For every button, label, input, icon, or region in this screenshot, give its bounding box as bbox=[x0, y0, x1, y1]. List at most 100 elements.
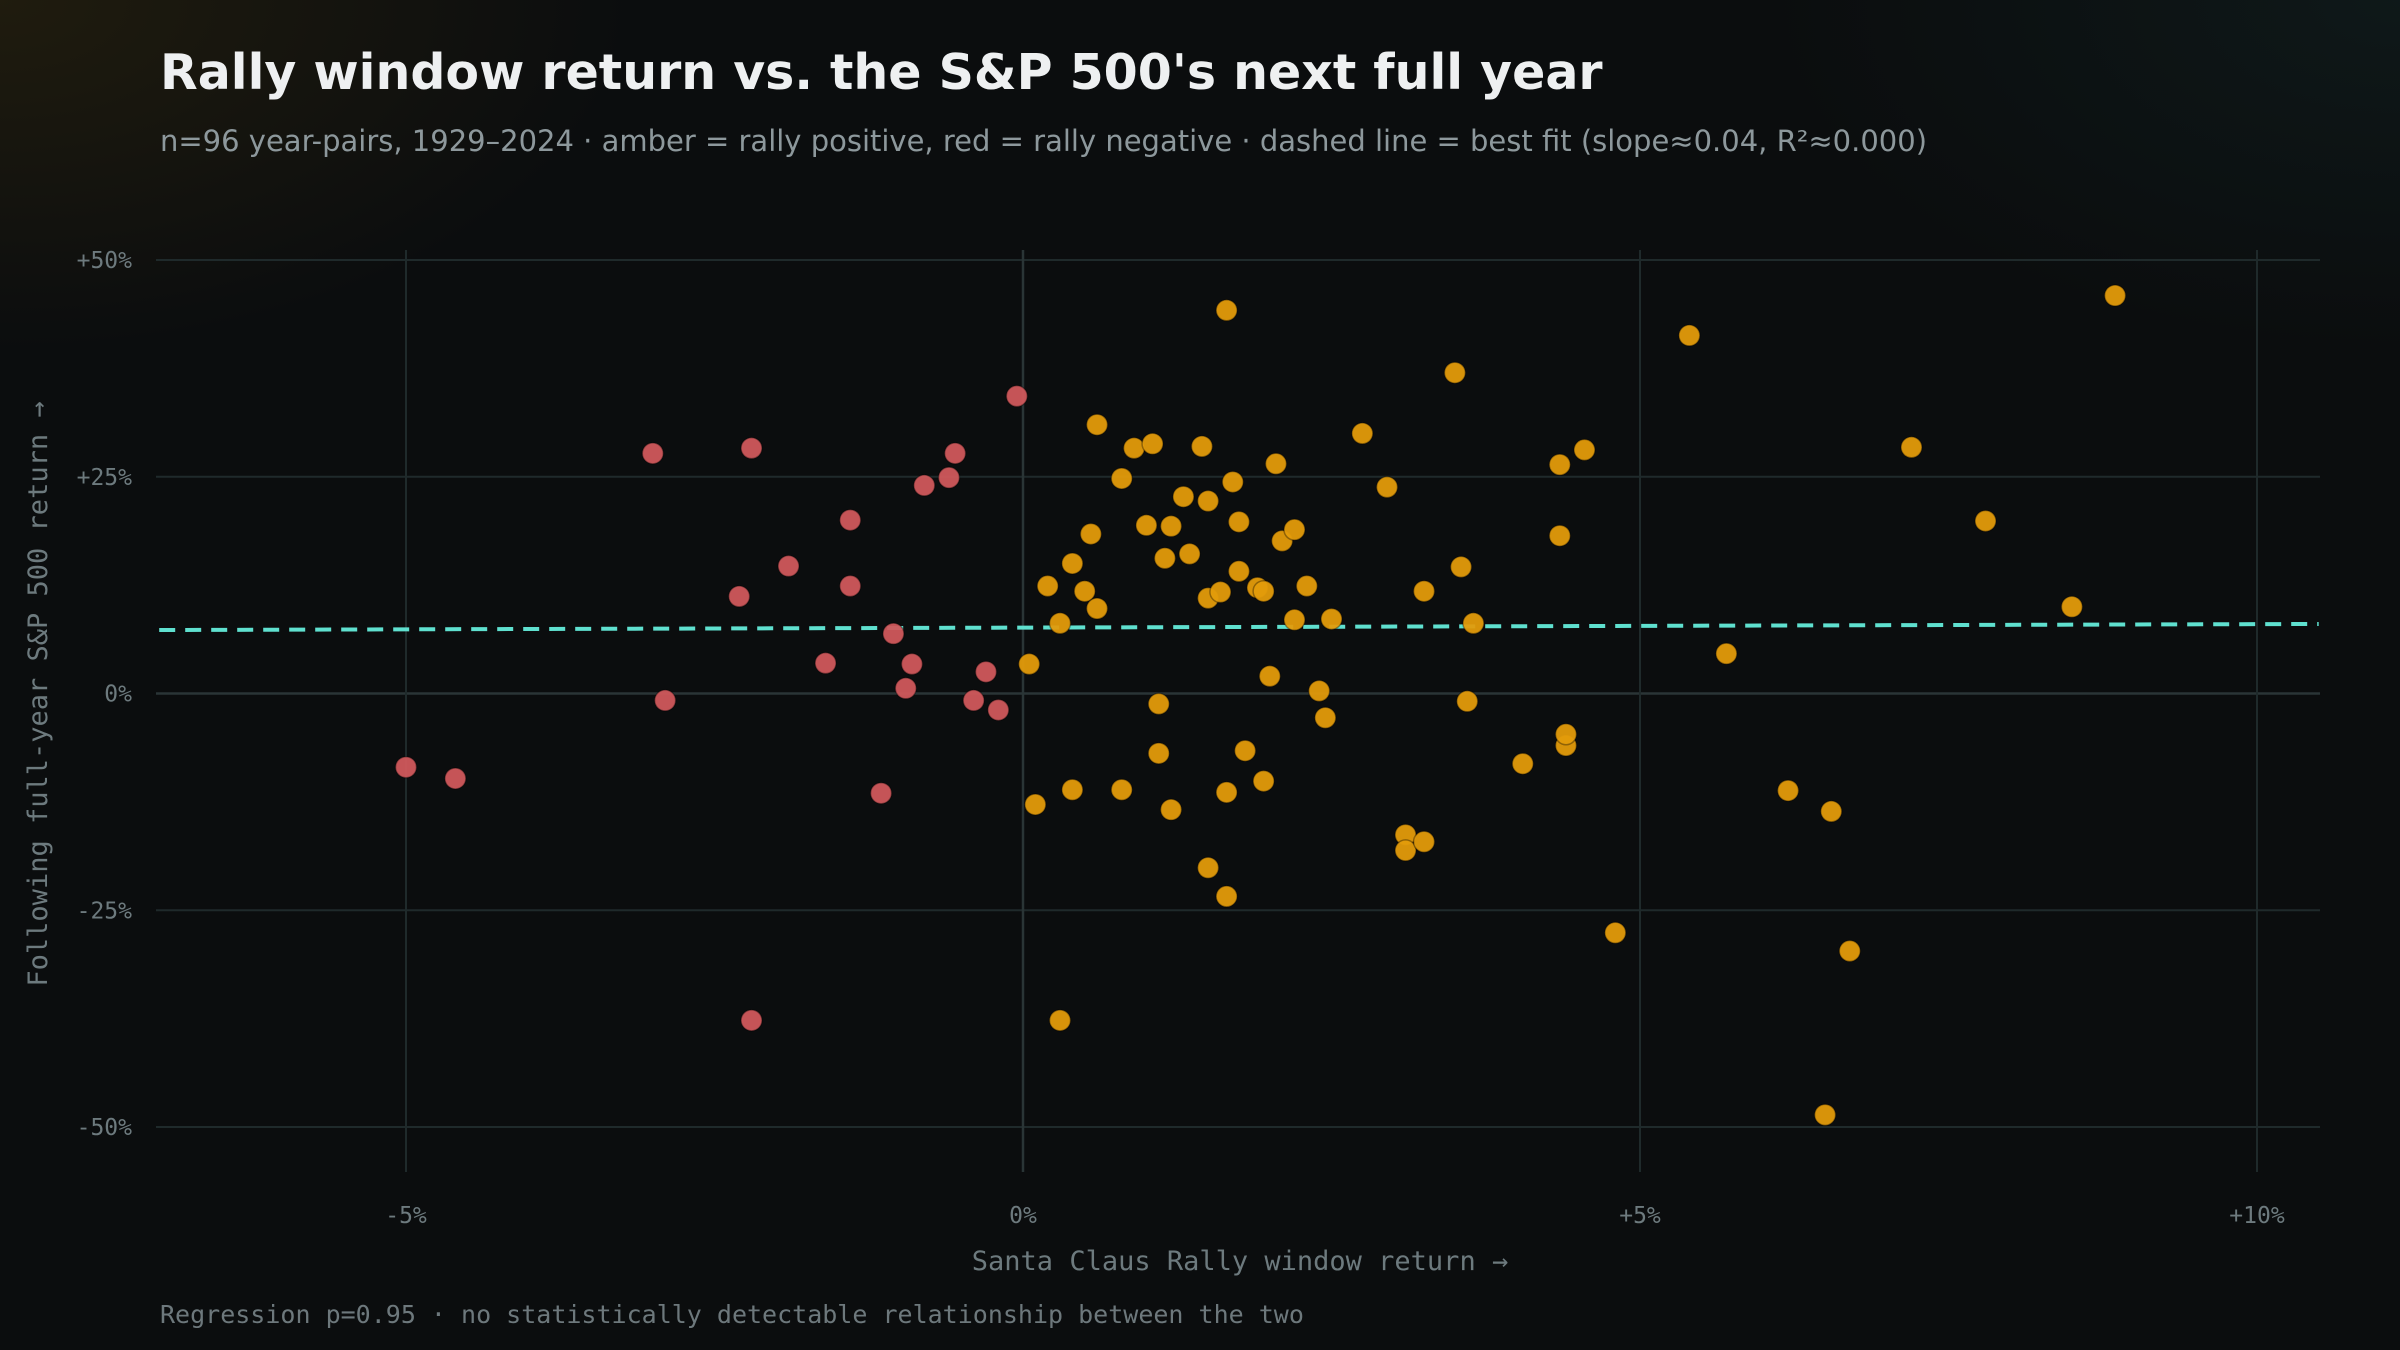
data-point-positive bbox=[1351, 422, 1374, 445]
data-point-positive bbox=[1900, 436, 1923, 459]
data-point-positive bbox=[1307, 679, 1331, 703]
data-point-positive bbox=[1196, 489, 1220, 513]
x-tick-label: +5% bbox=[1619, 1203, 1661, 1229]
data-point-positive bbox=[1073, 579, 1096, 603]
data-point-positive bbox=[1604, 921, 1627, 945]
ticks-layer: +50% +25% 0% -25% -50% -5% 0% +5% +10% bbox=[77, 248, 2285, 1229]
data-point-positive bbox=[1813, 1103, 1837, 1127]
data-point-negative bbox=[444, 767, 467, 790]
data-point-negative bbox=[641, 442, 665, 465]
data-point-positive bbox=[1252, 579, 1275, 603]
data-point-positive bbox=[1554, 722, 1578, 746]
data-point-positive bbox=[1190, 435, 1214, 458]
points-layer bbox=[394, 284, 2127, 1127]
data-point-positive bbox=[1036, 574, 1059, 598]
x-tick-label: +10% bbox=[2229, 1203, 2285, 1229]
data-point-positive bbox=[1715, 642, 1738, 665]
data-point-negative bbox=[653, 689, 677, 712]
data-point-positive bbox=[1141, 432, 1164, 456]
data-point-negative bbox=[913, 474, 936, 497]
data-point-positive bbox=[1412, 830, 1436, 854]
data-point-positive bbox=[1196, 856, 1220, 880]
data-point-negative bbox=[777, 554, 800, 578]
data-point-positive bbox=[1061, 778, 1084, 801]
y-axis-title: Following full-year S&P 500 return → bbox=[23, 401, 54, 986]
data-point-positive bbox=[1258, 664, 1282, 688]
data-point-positive bbox=[1209, 580, 1232, 604]
data-point-positive bbox=[1048, 612, 1072, 635]
data-point-negative bbox=[962, 689, 985, 712]
data-point-positive bbox=[1061, 552, 1084, 575]
data-point-negative bbox=[974, 660, 998, 684]
data-point-positive bbox=[1215, 885, 1238, 908]
data-point-positive bbox=[1678, 324, 1701, 347]
y-tick-label: -25% bbox=[77, 898, 133, 924]
data-point-positive bbox=[1449, 555, 1473, 579]
data-point-positive bbox=[1215, 781, 1238, 804]
data-point-positive bbox=[1511, 752, 1535, 775]
data-point-positive bbox=[1221, 470, 1245, 494]
y-tick-label: -50% bbox=[77, 1115, 133, 1141]
x-tick-label: 0% bbox=[1009, 1203, 1037, 1229]
x-axis-title: Santa Claus Rally window return → bbox=[972, 1246, 1508, 1277]
data-point-positive bbox=[1233, 739, 1257, 762]
data-point-positive bbox=[1079, 522, 1103, 546]
x-tick-label: -5% bbox=[385, 1203, 427, 1229]
data-point-positive bbox=[1215, 299, 1238, 322]
data-point-positive bbox=[1085, 597, 1109, 620]
fit-layer bbox=[159, 621, 2319, 633]
data-point-positive bbox=[1548, 524, 1572, 547]
data-point-negative bbox=[838, 574, 862, 598]
data-point-positive bbox=[1264, 452, 1288, 475]
data-point-positive bbox=[1024, 793, 1047, 816]
data-point-negative bbox=[987, 698, 1010, 722]
data-point-positive bbox=[1135, 514, 1158, 537]
data-point-positive bbox=[1159, 798, 1183, 821]
data-point-positive bbox=[1412, 579, 1436, 603]
data-point-negative bbox=[740, 436, 763, 460]
data-point-positive bbox=[1573, 438, 1596, 462]
data-point-positive bbox=[2060, 595, 2084, 619]
grid-layer bbox=[156, 250, 2320, 1172]
data-point-positive bbox=[1227, 560, 1251, 583]
data-point-positive bbox=[1122, 436, 1146, 460]
data-point-negative bbox=[1005, 384, 1029, 408]
data-point-positive bbox=[2103, 284, 2127, 307]
data-point-negative bbox=[937, 466, 961, 489]
data-point-positive bbox=[1110, 467, 1133, 490]
data-point-positive bbox=[1820, 800, 1843, 823]
data-point-positive bbox=[1455, 690, 1479, 713]
data-point-positive bbox=[1974, 509, 1997, 533]
data-point-positive bbox=[1462, 612, 1485, 635]
data-point-positive bbox=[1178, 542, 1201, 566]
chart-subtitle: n=96 year-pairs, 1929–2024 · amber = ral… bbox=[160, 124, 1928, 158]
data-point-positive bbox=[1227, 510, 1251, 534]
data-point-negative bbox=[838, 508, 862, 532]
data-point-positive bbox=[1838, 939, 1862, 963]
data-point-positive bbox=[1252, 769, 1275, 793]
chart-title: Rally window return vs. the S&P 500's ne… bbox=[160, 44, 1603, 101]
data-point-positive bbox=[1295, 574, 1319, 598]
data-point-negative bbox=[394, 755, 418, 779]
data-point-positive bbox=[1085, 413, 1109, 436]
data-point-positive bbox=[1443, 361, 1467, 384]
best-fit-line bbox=[159, 621, 2319, 633]
data-point-positive bbox=[1394, 839, 1417, 862]
y-tick-label: 0% bbox=[104, 682, 132, 708]
data-point-positive bbox=[1283, 608, 1306, 632]
data-point-positive bbox=[1153, 546, 1177, 570]
data-point-positive bbox=[1776, 779, 1800, 802]
footnote: Regression p=0.95 · no statistically det… bbox=[160, 1300, 1304, 1329]
data-point-positive bbox=[1159, 514, 1183, 538]
data-point-positive bbox=[1172, 485, 1195, 508]
data-point-positive bbox=[1548, 453, 1572, 476]
data-point-positive bbox=[1017, 652, 1041, 676]
data-point-positive bbox=[1283, 518, 1306, 541]
data-point-negative bbox=[869, 781, 893, 805]
y-tick-label: +25% bbox=[77, 465, 133, 491]
data-point-positive bbox=[1314, 706, 1337, 730]
data-point-positive bbox=[1048, 1009, 1072, 1032]
data-point-positive bbox=[1320, 607, 1343, 631]
y-tick-label: +50% bbox=[77, 248, 133, 274]
